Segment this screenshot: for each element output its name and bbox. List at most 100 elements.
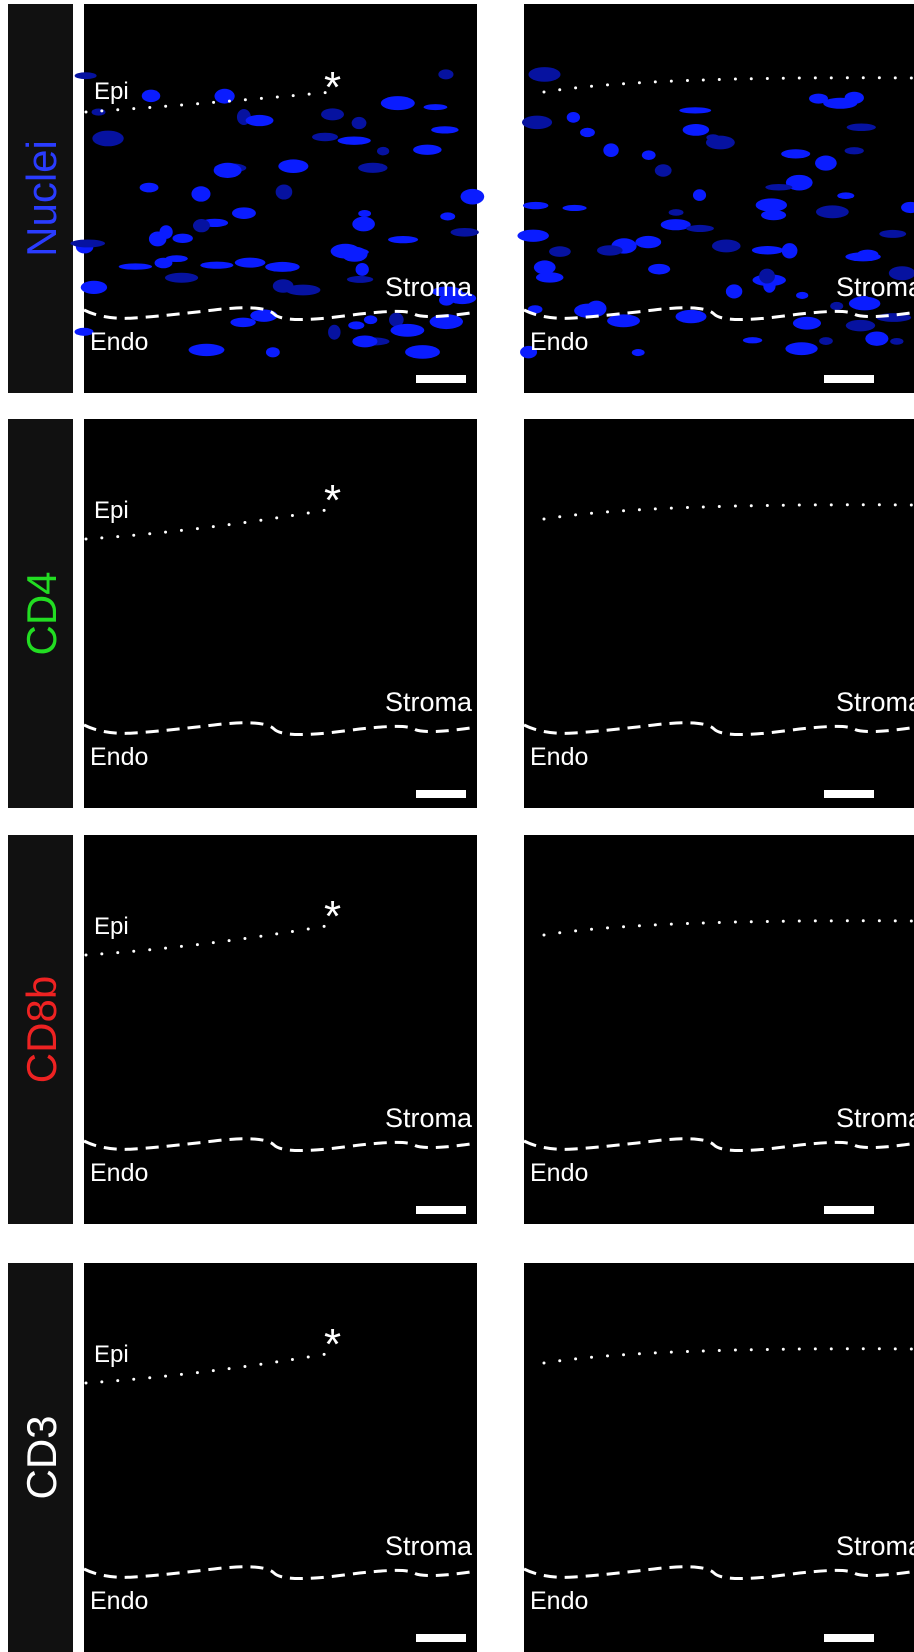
endo-label: Endo [530,743,588,771]
nucleus [331,244,360,259]
asterisk: * [324,1320,341,1369]
panel: Stroma Endo [524,835,914,1224]
nucleus [655,164,672,176]
panel: Epi*StromaEndo [84,1263,477,1652]
nucleus [712,240,741,253]
nucleus [352,117,367,129]
nucleus [562,205,586,211]
nucleus [250,309,277,321]
nucleus [752,246,784,254]
scale-bar [824,790,874,798]
asterisk: * [324,892,341,941]
nucleus [119,263,152,269]
nucleus [845,252,880,261]
nucleus [597,245,623,255]
nucleus [781,149,810,158]
nucleus [312,133,338,142]
nucleus [523,202,548,209]
nucleus [635,236,661,248]
asterisk: * [324,63,341,112]
nucleus [232,207,256,219]
panel: Epi*StromaEndo [84,835,477,1224]
figure: NucleiEpi*StromaEndoStromaEndoCD4Epi*Str… [0,0,914,1652]
nucleus [632,349,645,356]
epi-label: Epi [94,497,129,524]
nucleus [879,230,906,238]
scale-bar [416,790,466,798]
epi-label: Epi [94,1341,129,1368]
nucleus [648,264,670,275]
nucleus [819,337,833,345]
nucleus [140,183,159,193]
nucleus [193,219,210,232]
nucleus [214,163,242,178]
nucleus [534,260,556,274]
nucleus [726,284,742,298]
nucleus [230,318,255,328]
nucleus [830,302,843,310]
stroma-label: Stroma [385,687,473,717]
stroma-label: Stroma [836,1103,914,1133]
nucleus [809,94,828,104]
nucleus [683,124,710,136]
nucleus [92,109,106,116]
nucleus [191,186,210,201]
endo-label: Endo [530,1159,588,1187]
scale-bar [416,1634,466,1642]
nucleus [816,205,849,218]
stroma-label: Stroma [836,272,914,302]
nucleus [451,228,479,237]
endo-label: Endo [530,1587,588,1615]
nucleus [528,67,560,82]
endo-label: Endo [90,1587,148,1615]
epi-label: Epi [94,913,129,940]
nucleus [165,273,198,283]
nucleus [676,310,707,323]
nucleus [358,210,371,217]
nucleus [405,345,440,359]
nucleus [669,209,684,216]
nucleus [424,104,448,110]
stroma-label: Stroma [385,272,473,302]
nucleus [580,128,595,137]
nucleus [785,342,817,355]
nucleus [364,315,377,324]
panel: Epi * Stroma Endo [70,4,484,393]
nucleus [347,276,373,283]
nucleus [246,115,274,126]
row-label: Nuclei [18,140,65,257]
stroma-label: Stroma [385,1103,473,1133]
panel: Stroma Endo [524,1263,914,1652]
nucleus [845,147,864,154]
nucleus [358,163,387,173]
nucleus [266,347,280,357]
scale-bar [824,1206,874,1214]
nucleus [686,225,714,232]
endo-label: Endo [90,328,148,356]
nucleus [200,262,233,269]
nucleus [693,189,706,201]
nucleus [235,258,266,268]
nucleus [536,272,564,282]
nucleus [440,212,455,220]
stroma-label: Stroma [836,1531,914,1561]
nucleus [265,262,300,272]
nucleus [348,321,364,329]
nucleus [586,301,606,317]
nucleus [642,150,656,160]
epi-label: Epi [94,78,129,105]
endo-label: Endo [530,328,588,356]
panel: Stroma Endo [524,419,914,808]
nucleus [567,112,580,123]
stroma-label: Stroma [836,687,914,717]
nucleus [70,239,105,247]
nucleus [381,96,415,110]
nucleus [388,236,418,243]
nucleus [352,335,377,347]
nucleus [356,263,369,276]
scale-bar [416,1206,466,1214]
nucleus [92,131,123,147]
nucleus [149,231,167,246]
nucleus [782,243,798,258]
page: NucleiEpi*StromaEndoStromaEndoCD4Epi*Str… [0,0,914,1652]
